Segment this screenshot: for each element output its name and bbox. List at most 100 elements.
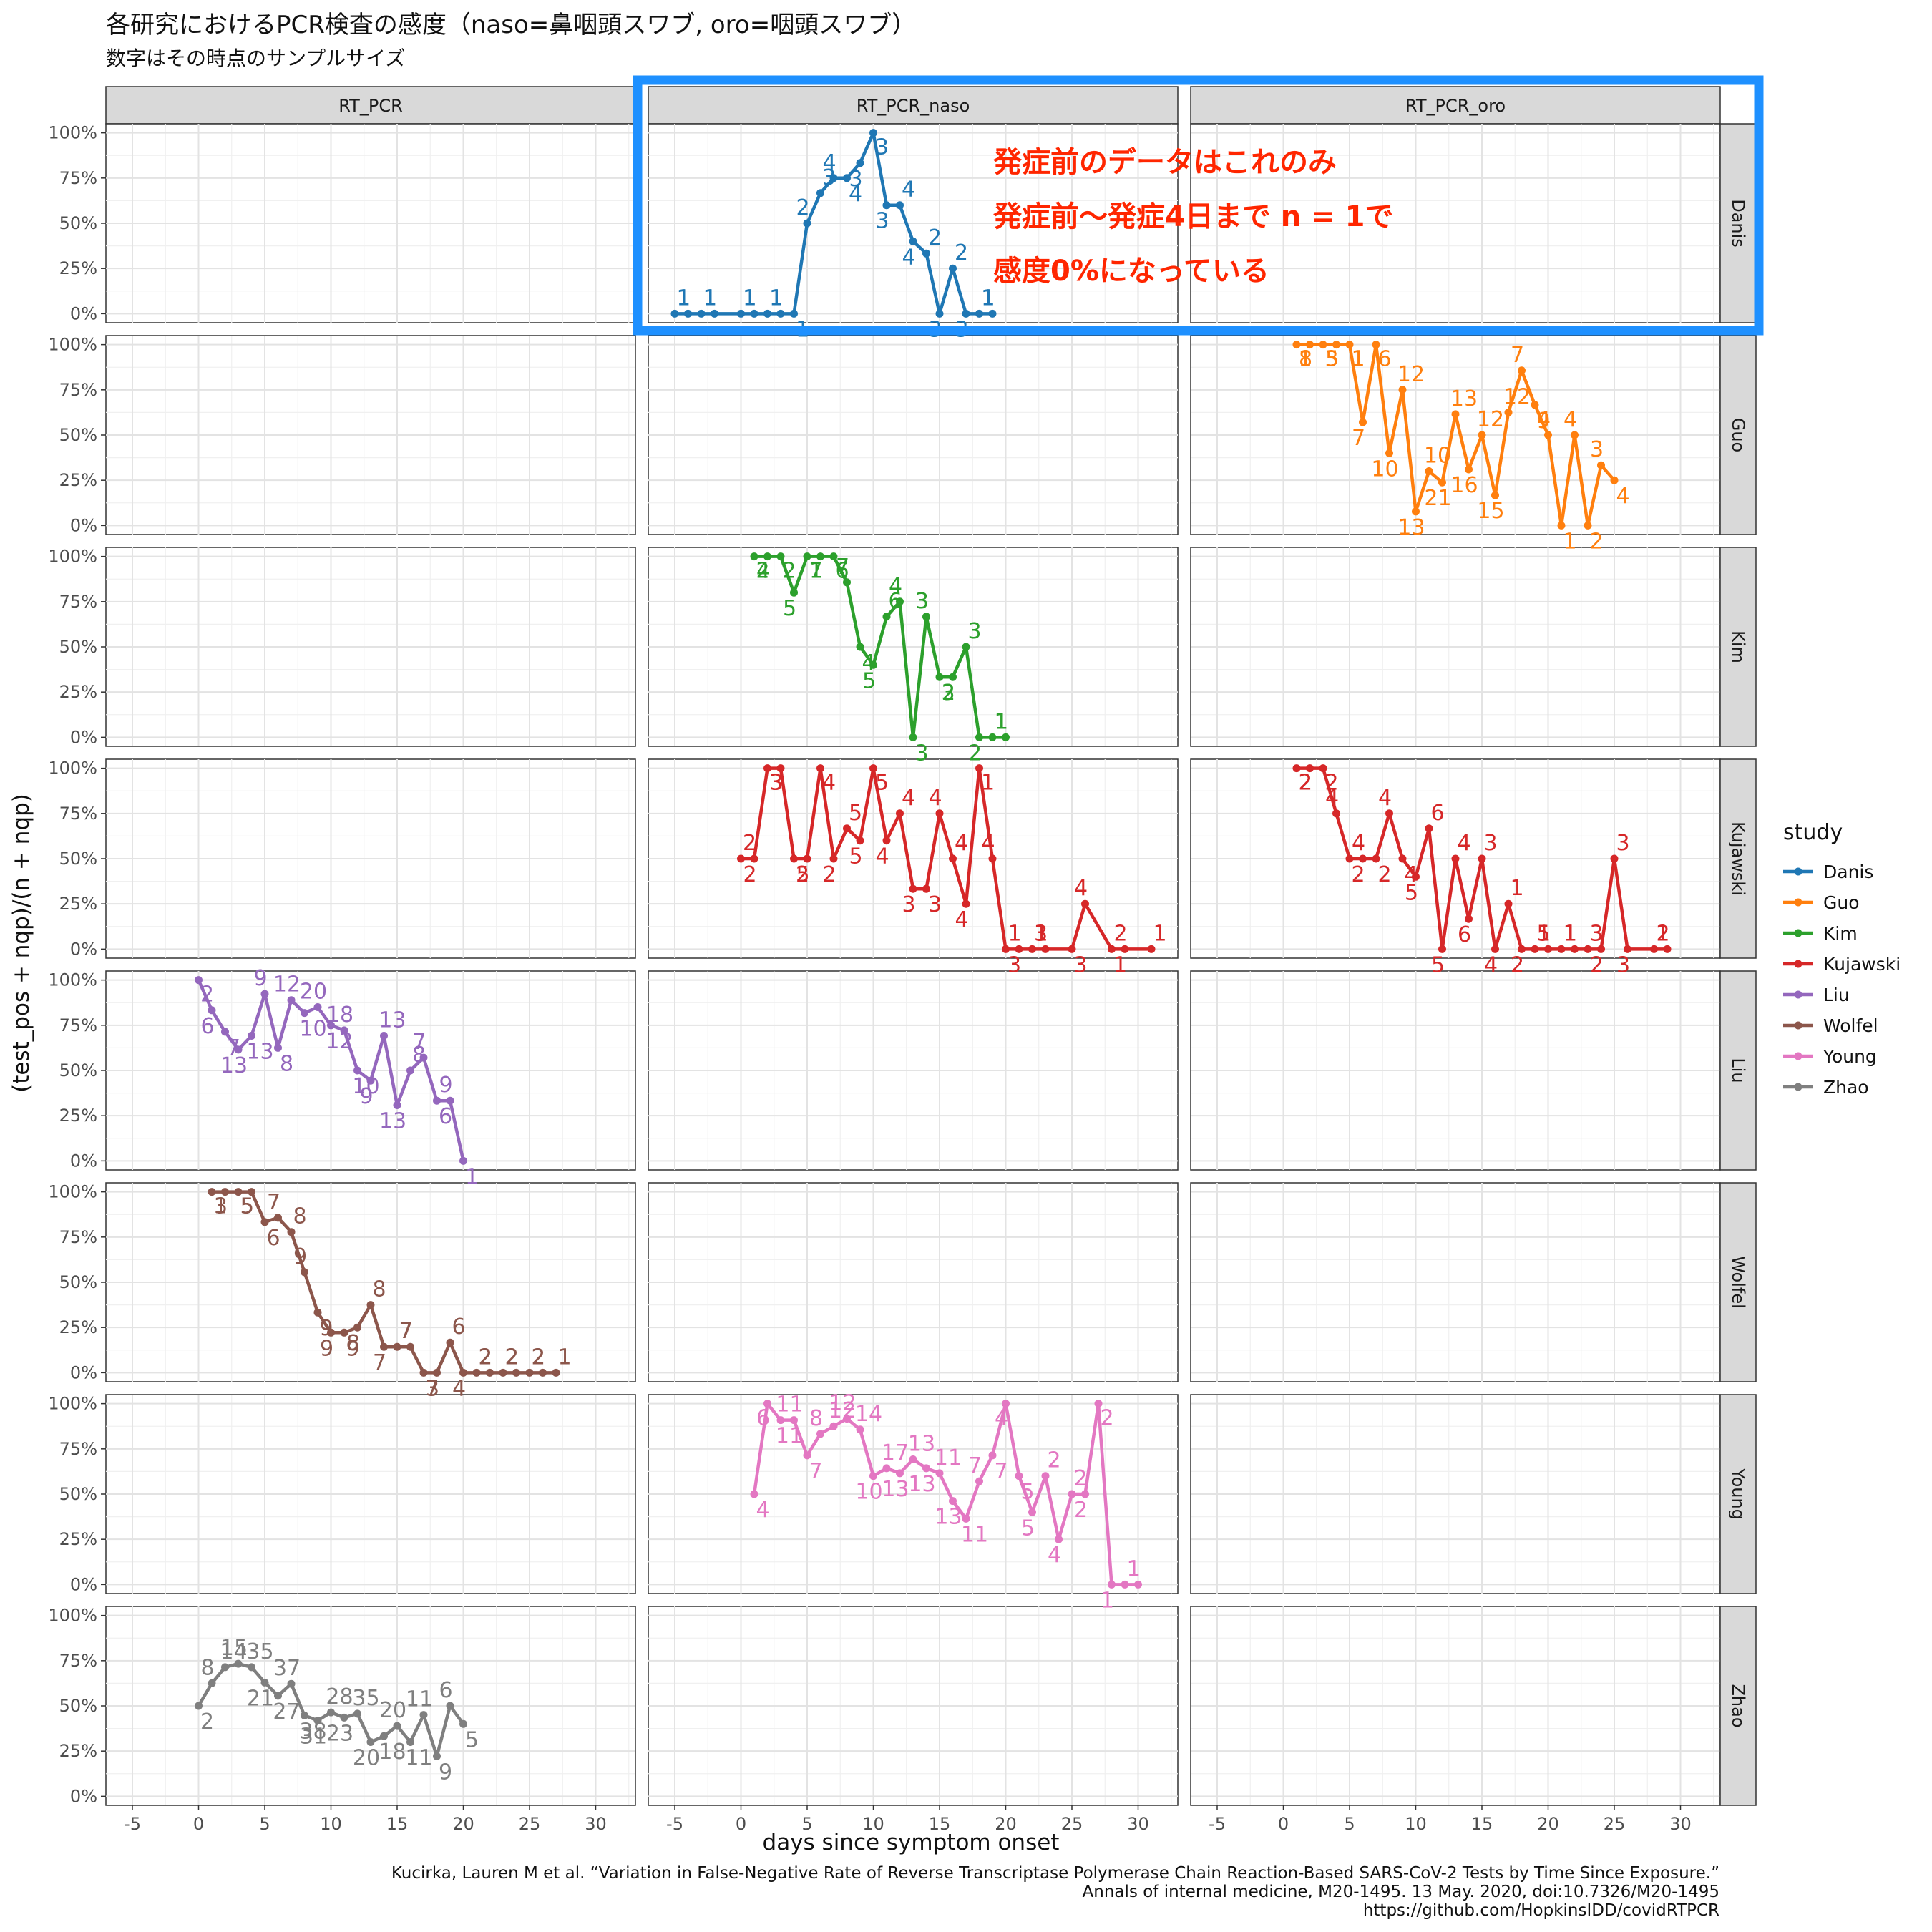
sample-size-label: 5: [1325, 347, 1339, 372]
data-point: [274, 1214, 282, 1222]
data-point: [776, 1416, 785, 1425]
sample-size-label: 7: [425, 1376, 439, 1401]
row-strip: [1719, 547, 1757, 747]
data-point: [1425, 824, 1433, 833]
data-point: [697, 309, 706, 318]
sample-size-label: 9: [1536, 409, 1550, 434]
y-tick-label: 50%: [59, 1272, 97, 1292]
data-point: [274, 1043, 282, 1052]
sample-size-label: 3: [769, 771, 783, 796]
sample-size-label: 13: [220, 1053, 248, 1078]
data-point: [301, 1268, 308, 1277]
data-point: [829, 552, 838, 561]
data-point: [1319, 341, 1327, 349]
sample-size-label: 6: [452, 1314, 465, 1340]
chart-subtitle: 数字はその時点のサンプルサイズ: [106, 47, 405, 70]
sample-size-label: 4: [756, 1498, 769, 1523]
data-point: [843, 1415, 851, 1423]
y-tick-label: 25%: [59, 258, 97, 278]
sample-size-label: 1: [1537, 921, 1551, 946]
data-point: [803, 854, 811, 863]
sample-size-label: 6: [756, 1406, 770, 1431]
data-point: [750, 309, 758, 318]
y-tick-label: 75%: [59, 592, 97, 612]
data-point: [1041, 1472, 1050, 1480]
data-point: [274, 1692, 282, 1700]
y-tick-label: 0%: [70, 1151, 97, 1171]
legend-key-point: [1794, 1021, 1802, 1030]
data-point: [896, 201, 904, 210]
data-point: [1002, 945, 1010, 953]
x-tick-label: -5: [124, 1814, 141, 1834]
sample-size-label: 2: [743, 831, 756, 856]
sample-size-label: 2: [1047, 1448, 1060, 1473]
sample-size-label: 14: [855, 1402, 882, 1427]
sample-size-label: 17: [882, 1440, 909, 1465]
data-point: [1372, 341, 1380, 349]
data-point: [1465, 465, 1473, 474]
data-point: [816, 1430, 824, 1438]
sample-size-label: 4: [995, 1406, 1008, 1431]
sample-size-label: 5: [1021, 1516, 1035, 1541]
sample-size-label: 3: [967, 619, 981, 644]
sample-size-label: 1: [1034, 921, 1048, 946]
sample-size-label: 9: [253, 966, 267, 991]
sample-size-label: 3: [875, 209, 889, 234]
row-strip: [1719, 970, 1757, 1171]
axes: 0%25%50%75%100%0%25%50%75%100%0%25%50%75…: [48, 123, 1691, 1834]
sample-size-label: 1: [1126, 1556, 1140, 1581]
sample-size-label: 1: [1563, 529, 1576, 554]
y-tick-label: 100%: [48, 123, 97, 143]
y-tick-label: 25%: [59, 1529, 97, 1549]
data-point: [287, 1679, 296, 1688]
x-tick-label: 25: [1604, 1814, 1626, 1834]
sample-size-label: 20: [379, 1698, 406, 1723]
data-point: [803, 219, 811, 228]
data-point: [935, 309, 944, 318]
sample-size-label: 4: [1352, 831, 1365, 856]
data-point: [856, 159, 864, 167]
data-point: [922, 249, 930, 258]
y-tick-label: 75%: [59, 1651, 97, 1671]
sample-size-label: 21: [1424, 486, 1451, 511]
row-strip: [1719, 1606, 1757, 1806]
row-strip: [1719, 1182, 1757, 1382]
sample-size-label: 6: [439, 1104, 452, 1129]
data-point: [909, 1455, 917, 1463]
sample-size-label: 15: [1477, 499, 1504, 524]
sample-size-label: 6: [835, 559, 849, 584]
sample-size-label: 2: [1351, 862, 1365, 887]
sample-size-label: 2: [1298, 771, 1312, 796]
data-point: [301, 1009, 308, 1018]
data-point: [234, 1045, 243, 1054]
data-point: [353, 1066, 361, 1075]
sample-size-label: 4: [902, 177, 915, 203]
sample-size-label: 21: [247, 1686, 274, 1711]
data-point: [869, 129, 877, 137]
sample-size-label: 16: [1450, 473, 1478, 498]
data-point: [1491, 491, 1499, 499]
data-point: [711, 309, 718, 318]
y-tick-label: 100%: [48, 335, 97, 355]
data-point: [1465, 914, 1473, 923]
sample-size-label: 5: [1431, 952, 1445, 977]
legend-key-point: [1794, 1083, 1802, 1091]
sample-size-label: 4: [1074, 876, 1088, 901]
data-point: [776, 309, 785, 318]
legend-key-point: [1794, 929, 1802, 937]
data-point: [1002, 1400, 1010, 1408]
sample-size-label: 3: [1616, 831, 1629, 856]
sample-size-label: 10: [352, 1074, 379, 1099]
legend: study Danis Guo Kim Kujawski Liu Wolfel Young Z…: [1783, 820, 1901, 1098]
sample-size-label: 10: [855, 1480, 882, 1505]
sample-size-label: 4: [1404, 862, 1418, 887]
sample-size-label: 1: [809, 559, 823, 584]
sample-size-label: 1: [703, 286, 717, 311]
y-tick-label: 50%: [59, 637, 97, 657]
column-strip-label: RT_PCR: [338, 96, 403, 116]
y-tick-label: 75%: [59, 804, 97, 824]
column-strip-label: RT_PCR_naso: [857, 96, 970, 116]
sample-size-label: 4: [1378, 786, 1392, 811]
x-tick-label: 30: [585, 1814, 607, 1834]
data-point: [380, 1342, 388, 1351]
